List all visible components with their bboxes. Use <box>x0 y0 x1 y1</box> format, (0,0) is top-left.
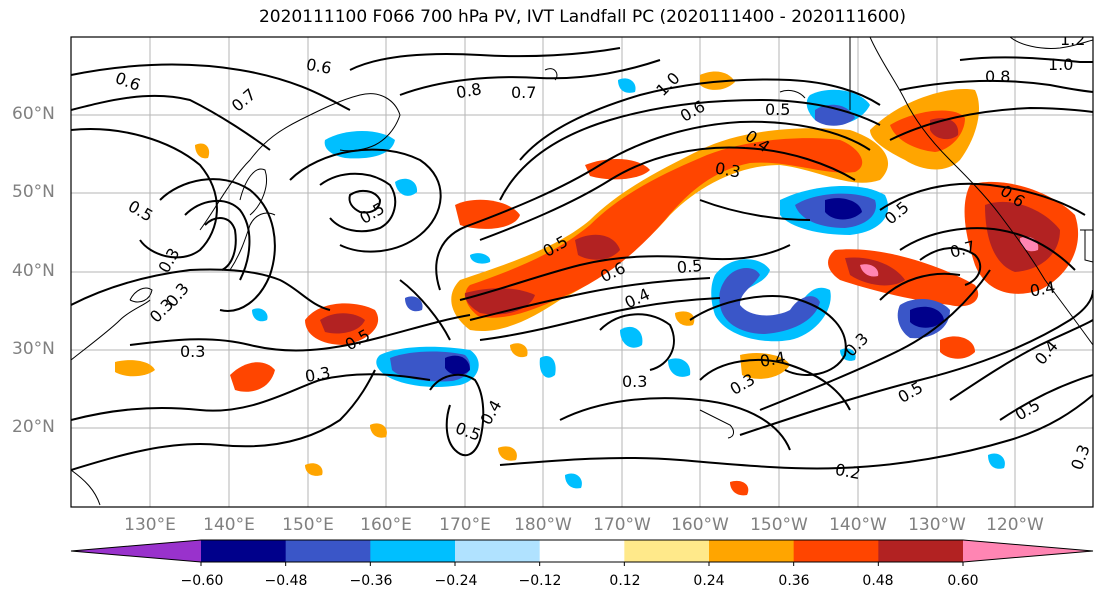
contour-label: 0.5 <box>676 256 703 277</box>
colorbar-tick-label: −0.60 <box>180 573 224 589</box>
contour-label: 1.0 <box>1048 55 1073 74</box>
ivt-contours <box>71 47 1093 471</box>
colorbar-segment <box>624 540 710 562</box>
colorbar-tick-label: −0.48 <box>264 573 308 589</box>
lon-label: 180°W <box>514 515 572 535</box>
colorbar-segment <box>285 540 371 562</box>
colorbar-segment <box>963 540 1093 562</box>
contour-label: 0.5 <box>356 199 388 228</box>
colorbar-segment <box>539 540 625 562</box>
lon-label: 170°E <box>439 515 491 535</box>
lon-label: 130°W <box>908 515 966 535</box>
contour-label: 0.5 <box>765 100 790 119</box>
contour-label: 0.4 <box>1028 277 1056 300</box>
lon-label: 140°E <box>203 515 255 535</box>
contour-label: 0.5 <box>125 196 157 225</box>
colorbar-tick-label: −0.36 <box>349 573 393 589</box>
lon-label: 120°W <box>986 515 1044 535</box>
contour-label: 0.4 <box>1031 337 1062 369</box>
contour-label: 1.2 <box>1060 30 1085 49</box>
colorbar-tick-label: 0.36 <box>778 573 810 589</box>
contour-label: 0.4 <box>758 348 786 371</box>
colorbar-segment <box>793 540 879 562</box>
contour-label: 0.7 <box>228 85 260 116</box>
lat-label: 20°N <box>12 417 55 437</box>
colorbar-tick-label: −0.12 <box>518 573 562 589</box>
lon-label: 160°E <box>360 515 412 535</box>
colorbar-segment <box>71 540 201 562</box>
contour-label: 0.3 <box>180 342 205 361</box>
lat-label: 60°N <box>12 104 55 124</box>
contour-label: 0.3 <box>622 372 647 391</box>
lon-label: 130°E <box>124 515 176 535</box>
lat-label: 40°N <box>12 261 55 281</box>
colorbar-tick-label: 0.24 <box>693 573 725 589</box>
colorbar-tick-label: 0.48 <box>862 573 894 589</box>
colorbar-segment <box>878 540 964 562</box>
lon-label: 150°E <box>282 515 334 535</box>
positive-pv-shading <box>115 71 1079 496</box>
lon-label: 150°W <box>750 515 808 535</box>
colorbar-segment <box>201 540 287 562</box>
contour-label: 0.8 <box>455 79 483 102</box>
colorbar-tick-label: 0.12 <box>609 573 641 589</box>
contour-label: 1.0 <box>652 68 683 99</box>
contour-label: 0.6 <box>677 96 709 125</box>
colorbar-segment <box>455 540 541 562</box>
contour-label: 0.5 <box>1012 395 1044 424</box>
map-title: 2020111100 F066 700 hPa PV, IVT Landfall… <box>258 7 906 27</box>
map-frame <box>70 36 1094 508</box>
contour-label: 0.2 <box>834 460 862 483</box>
colorbar-segment <box>370 540 456 562</box>
colorbar-segment <box>709 540 795 562</box>
map-panel: 0.6 0.6 0.7 0.8 0.7 1.0 0.6 0.5 0.8 1.0 … <box>71 30 1094 507</box>
lon-label: 170°W <box>593 515 651 535</box>
contour-label: 0.4 <box>476 397 505 429</box>
contour-label: 0.6 <box>113 68 143 95</box>
contour-label: 0.3 <box>714 158 742 181</box>
colorbar <box>70 539 1094 566</box>
lon-label: 140°W <box>829 515 887 535</box>
colorbar-tick-label: 0.60 <box>947 573 979 589</box>
contour-label: 0.5 <box>895 378 927 407</box>
contour-label: 0.6 <box>305 55 333 78</box>
contour-label: 0.8 <box>985 67 1010 86</box>
lon-label: 160°W <box>671 515 729 535</box>
contour-label: 0.3 <box>303 363 331 386</box>
coastlines <box>71 37 1093 506</box>
colorbar-tick-label: −0.24 <box>434 573 478 589</box>
lat-label: 50°N <box>12 182 55 202</box>
contour-label: 0.7 <box>511 83 536 102</box>
contour-label: 0.3 <box>1067 442 1094 472</box>
lat-label: 30°N <box>12 339 55 359</box>
